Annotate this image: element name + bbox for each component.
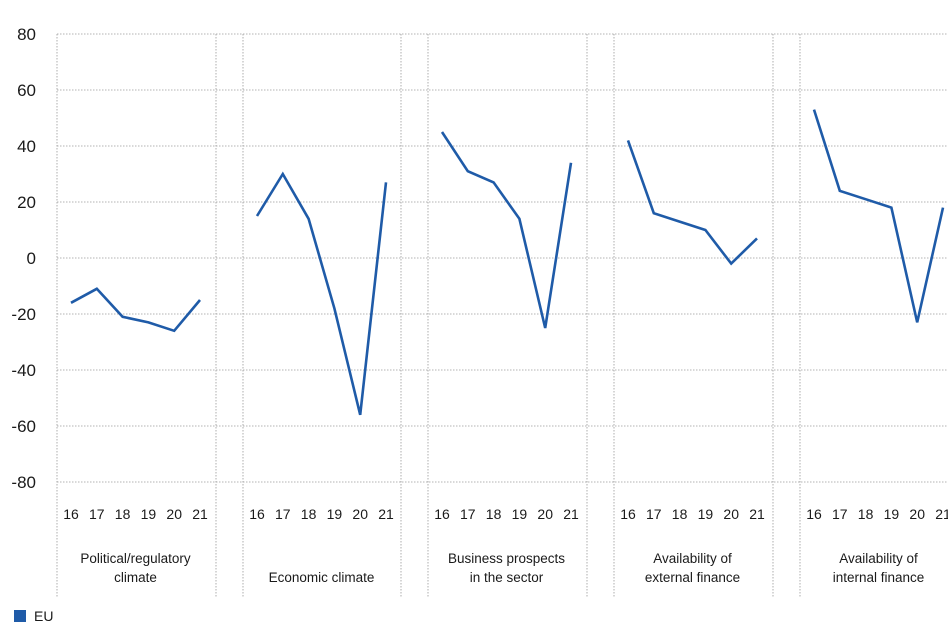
x-tick-label: 18 <box>486 506 502 522</box>
group-labels: Political/regulatory climate Economic clim… <box>80 551 924 585</box>
legend: EU <box>14 608 53 624</box>
x-axis-ticks: 16 17 18 19 20 21 16 17 18 19 20 21 16 17 18 19 20 21 16 17… <box>63 506 948 522</box>
y-tick-label: -60 <box>11 417 36 436</box>
x-tick-label: 17 <box>646 506 662 522</box>
group-label: in the sector <box>470 570 544 585</box>
legend-swatch-eu <box>14 610 26 622</box>
group-label: Political/regulatory <box>80 551 191 566</box>
x-tick-label: 21 <box>563 506 579 522</box>
group-label: Availability of <box>653 551 732 566</box>
y-tick-label: -20 <box>11 305 36 324</box>
group-label: Business prospects <box>448 551 565 566</box>
x-tick-label: 20 <box>909 506 925 522</box>
x-tick-label: 20 <box>352 506 368 522</box>
series-line-eu-panel-2 <box>255 171 388 416</box>
x-tick-label: 16 <box>806 506 822 522</box>
x-tick-label: 21 <box>378 506 394 522</box>
y-tick-label: -40 <box>11 361 36 380</box>
x-tick-label: 19 <box>512 506 528 522</box>
y-axis-ticks: 80 60 40 20 0 -20 -40 -60 -80 <box>11 25 36 492</box>
x-tick-label: 18 <box>301 506 317 522</box>
series-line-eu-panel-1 <box>70 287 201 333</box>
x-tick-label: 18 <box>672 506 688 522</box>
x-tick-label: 17 <box>832 506 848 522</box>
x-tick-label: 20 <box>166 506 182 522</box>
y-tick-label: 60 <box>17 81 36 100</box>
group-label: Availability of <box>839 551 918 566</box>
x-tick-label: 20 <box>723 506 739 522</box>
group-label: Economic climate <box>269 570 375 585</box>
x-tick-label: 17 <box>460 506 476 522</box>
series-lines <box>70 109 945 416</box>
series-line-eu-panel-4 <box>626 139 758 266</box>
chart: 80 60 40 20 0 -20 -40 -60 -80 16 17 18 19 20 21 16 17 18… <box>11 25 948 598</box>
series-line-eu-panel-5 <box>812 109 945 323</box>
group-label: external finance <box>645 570 740 585</box>
x-tick-label: 16 <box>620 506 636 522</box>
x-tick-label: 18 <box>858 506 874 522</box>
x-tick-label: 19 <box>141 506 157 522</box>
series-line-eu-panel-3 <box>440 131 573 329</box>
x-tick-label: 21 <box>749 506 765 522</box>
x-tick-label: 17 <box>89 506 105 522</box>
y-tick-label: 0 <box>27 249 36 268</box>
y-tick-label: 80 <box>17 25 36 44</box>
y-tick-label: 40 <box>17 137 36 156</box>
group-label: climate <box>114 570 157 585</box>
x-tick-label: 16 <box>249 506 265 522</box>
y-tick-label: 20 <box>17 193 36 212</box>
x-tick-label: 16 <box>63 506 79 522</box>
group-label: internal finance <box>833 570 925 585</box>
x-tick-label: 19 <box>327 506 343 522</box>
x-tick-label: 19 <box>884 506 900 522</box>
x-tick-label: 21 <box>192 506 208 522</box>
grid <box>56 33 948 598</box>
x-tick-label: 18 <box>115 506 131 522</box>
legend-label-eu: EU <box>34 608 54 624</box>
y-tick-label: -80 <box>11 473 36 492</box>
x-tick-label: 16 <box>434 506 450 522</box>
x-tick-label: 21 <box>935 506 948 522</box>
x-tick-label: 20 <box>537 506 553 522</box>
x-tick-label: 19 <box>698 506 714 522</box>
x-tick-label: 17 <box>275 506 291 522</box>
